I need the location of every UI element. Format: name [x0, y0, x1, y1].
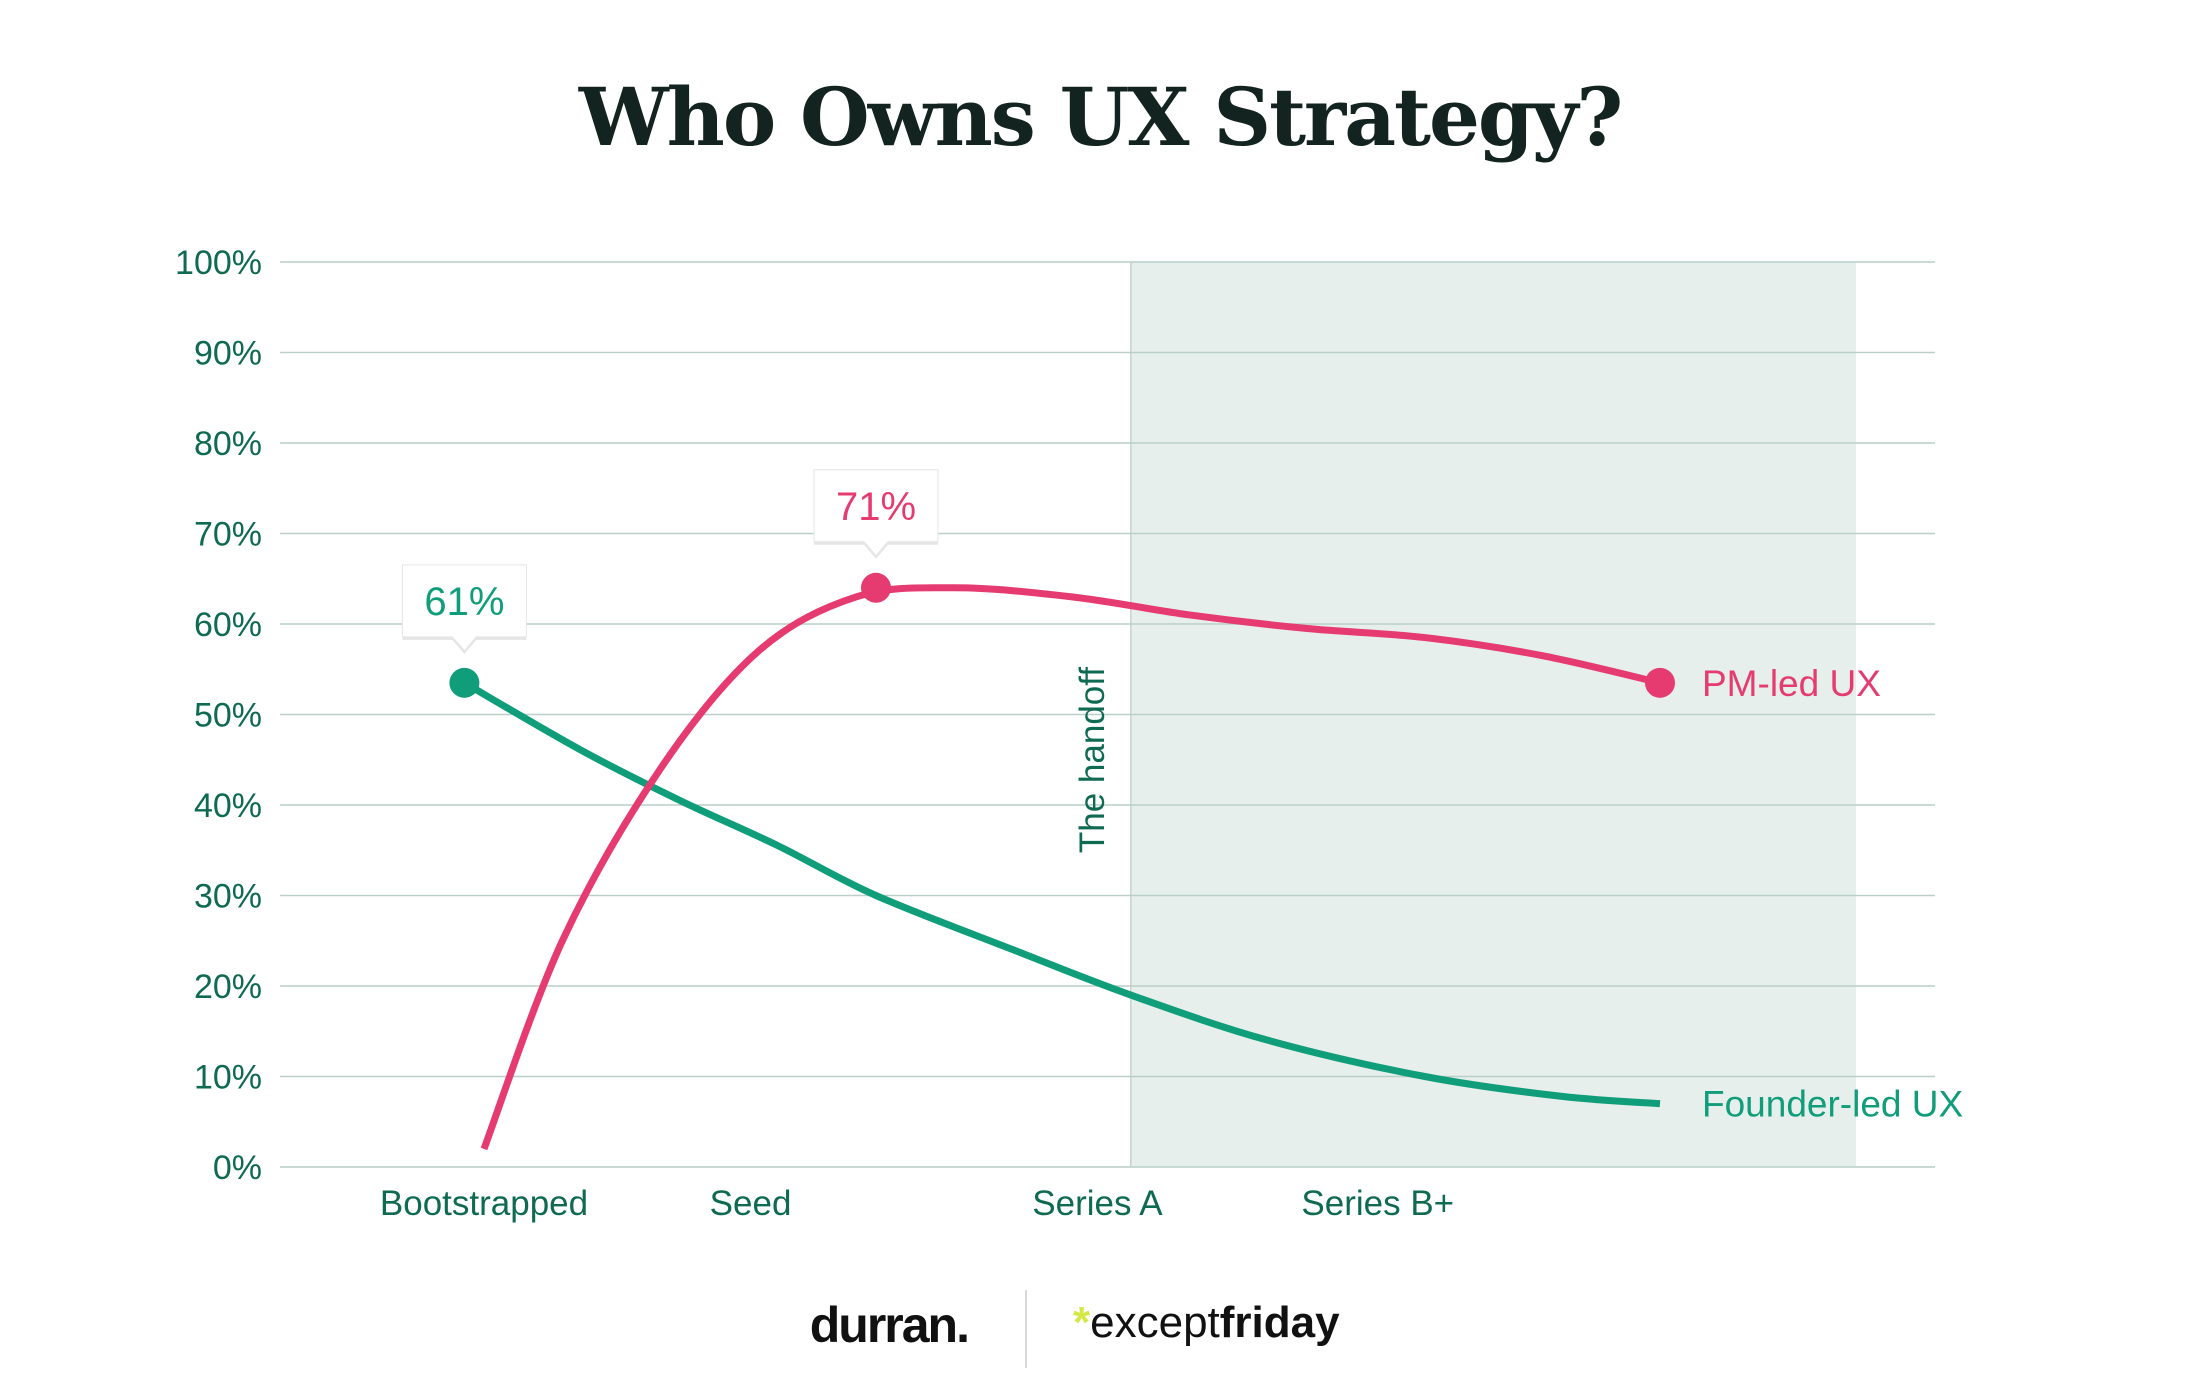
y-tick-label: 0% [213, 1149, 262, 1187]
callout-box [401, 564, 527, 652]
durran-logo: durran. [809, 1297, 970, 1353]
data-point [861, 572, 891, 603]
handoff-label: The handoff [1073, 667, 1112, 853]
data-point [1645, 667, 1675, 698]
callout-box [813, 469, 939, 557]
except-friday-logo: *exceptfriday [1073, 1298, 1340, 1348]
series-line-founder-led-ux [462, 679, 1661, 1108]
y-tick-label: 100% [175, 244, 262, 282]
callout: 61% [401, 564, 527, 654]
x-category-label: Series B+ [1301, 1184, 1454, 1223]
y-tick-label: 40% [194, 787, 262, 825]
y-tick-label: 60% [194, 606, 262, 644]
callout-value: 71% [836, 485, 916, 529]
except-friday-light: except [1090, 1298, 1220, 1347]
series-line-pm-led-ux [480, 584, 1661, 1151]
callout-value: 61% [424, 580, 504, 624]
y-tick-label: 90% [194, 335, 262, 373]
footer-divider [1025, 1290, 1027, 1368]
footer-logos: durran. *exceptfriday [0, 1290, 2200, 1380]
y-tick-label: 10% [194, 1059, 262, 1097]
x-category-label: Bootstrapped [380, 1184, 588, 1223]
x-category-label: Seed [710, 1184, 792, 1223]
y-tick-label: 30% [194, 878, 262, 916]
chart-title: Who Owns UX Strategy? [578, 70, 1623, 164]
y-tick-label: 80% [194, 425, 262, 463]
y-tick-label: 50% [194, 697, 262, 735]
except-friday-star: * [1073, 1298, 1091, 1347]
series-label: Founder-led UX [1702, 1084, 1963, 1125]
y-tick-label: 70% [194, 516, 262, 554]
except-friday-bold: friday [1219, 1298, 1340, 1347]
data-point [449, 667, 480, 698]
y-tick-label: 20% [194, 968, 262, 1006]
series-label: PM-led UX [1702, 663, 1881, 704]
callout: 71% [813, 469, 939, 559]
x-category-label: Series A [1032, 1184, 1163, 1223]
